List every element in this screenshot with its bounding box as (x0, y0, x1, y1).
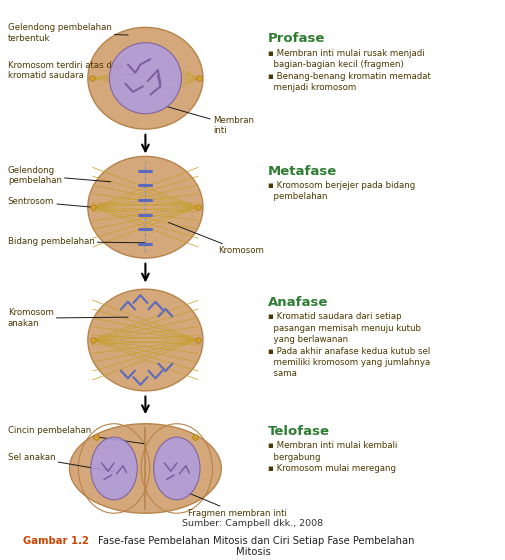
Ellipse shape (154, 437, 199, 500)
Ellipse shape (109, 43, 181, 114)
Text: Sel anakan: Sel anakan (8, 453, 114, 472)
Text: Sumber: Campbell dkk., 2008: Sumber: Campbell dkk., 2008 (182, 519, 323, 528)
Text: ▪ Kromosom berjejer pada bidang
  pembelahan: ▪ Kromosom berjejer pada bidang pembelah… (268, 181, 415, 202)
Text: Gelendong
pembelahan: Gelendong pembelahan (8, 166, 111, 185)
Text: Sentrosom: Sentrosom (8, 197, 93, 207)
Text: Kromosom: Kromosom (168, 222, 263, 255)
Text: Kromosom terdiri atas dua
kromatid saudara: Kromosom terdiri atas dua kromatid sauda… (8, 61, 134, 80)
Ellipse shape (90, 437, 137, 500)
Ellipse shape (88, 27, 203, 129)
Text: Metafase: Metafase (268, 165, 337, 178)
Text: ▪ Membran inti mulai kembali
  bergabung
▪ Kromosom mulai meregang: ▪ Membran inti mulai kembali bergabung ▪… (268, 441, 396, 473)
Text: Fragmen membran inti: Fragmen membran inti (186, 492, 286, 518)
Text: Profase: Profase (268, 32, 325, 45)
Ellipse shape (69, 424, 221, 513)
Text: Cincin pembelahan: Cincin pembelahan (8, 426, 145, 444)
Ellipse shape (88, 156, 203, 258)
Text: Bidang pembelahan: Bidang pembelahan (8, 237, 145, 246)
Text: ▪ Kromatid saudara dari setiap
  pasangan memisah menuju kutub
  yang berlawanan: ▪ Kromatid saudara dari setiap pasangan … (268, 312, 429, 379)
Text: Gambar 1.2: Gambar 1.2 (23, 536, 88, 545)
Text: Membran
inti: Membran inti (167, 106, 254, 136)
Text: Telofase: Telofase (268, 424, 329, 438)
Text: Kromosom
anakan: Kromosom anakan (8, 309, 128, 328)
Text: Anafase: Anafase (268, 296, 328, 309)
Text: Fase-fase Pembelahan Mitosis dan Ciri Setiap Fase Pembelahan: Fase-fase Pembelahan Mitosis dan Ciri Se… (97, 536, 414, 545)
Text: Mitosis: Mitosis (235, 547, 270, 557)
Text: ▪ Membran inti mulai rusak menjadi
  bagian-bagian kecil (fragmen)
▪ Benang-bena: ▪ Membran inti mulai rusak menjadi bagia… (268, 49, 430, 92)
Text: Gelendong pembelahan
terbentuk: Gelendong pembelahan terbentuk (8, 23, 128, 43)
Ellipse shape (88, 289, 203, 391)
